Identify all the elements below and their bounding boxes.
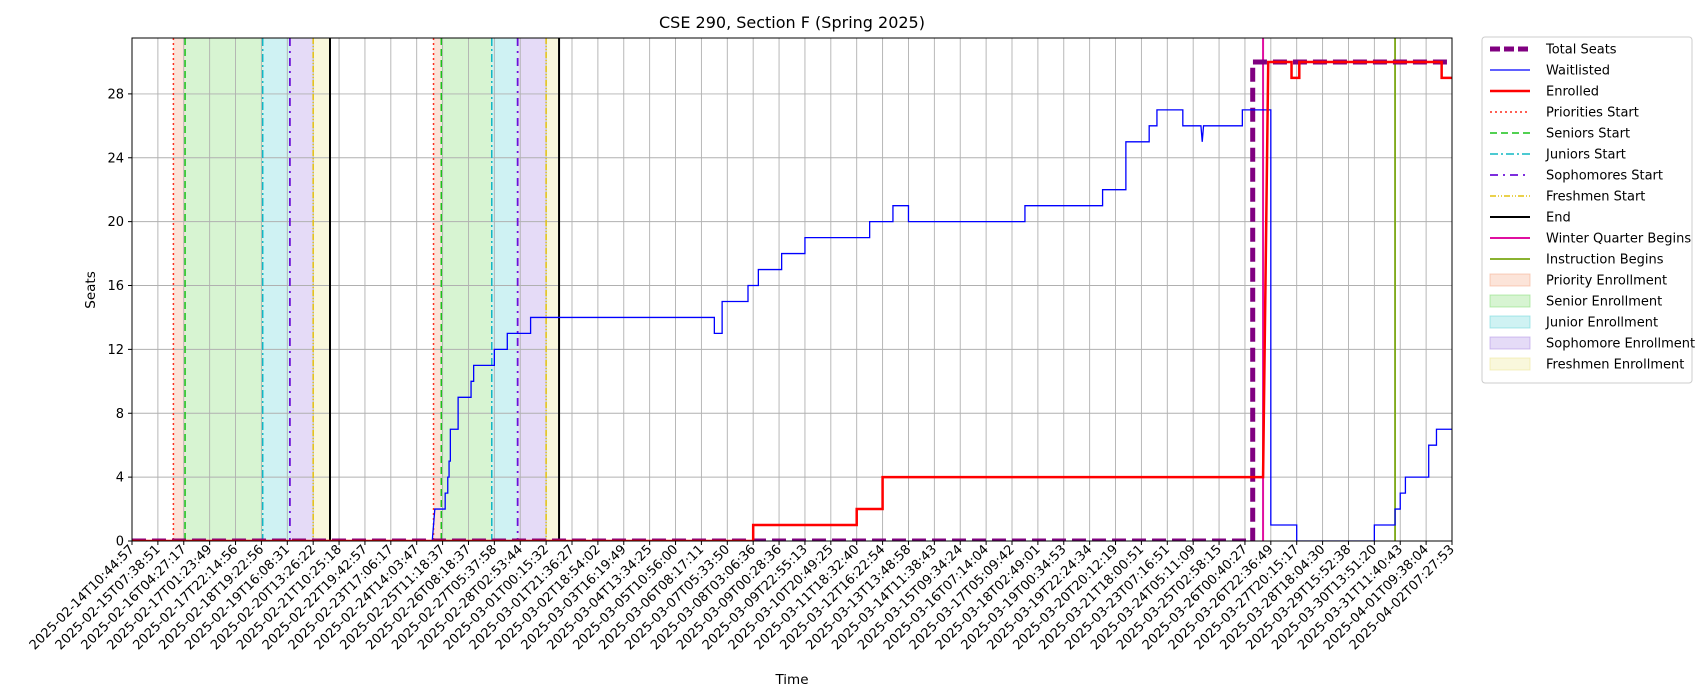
phase-span-3-0 (289, 38, 314, 541)
phase-span-0-0 (173, 38, 186, 541)
chart-title: CSE 290, Section F (Spring 2025) (659, 13, 925, 32)
legend-label-juniors-start: Juniors Start (1545, 148, 1626, 163)
phase-span-2-1 (491, 38, 518, 541)
legend-label-enrolled: Enrolled (1546, 85, 1599, 100)
legend-swatch-senior-enrollment (1489, 294, 1531, 308)
y-tick-label: 20 (107, 215, 124, 230)
legend-swatch-junior-enrollment (1489, 315, 1531, 329)
y-tick-label: 0 (116, 535, 124, 550)
axes-frame (131, 37, 1453, 542)
y-tick-label: 28 (107, 87, 124, 102)
legend-swatch-sophomore-enrollment (1489, 336, 1531, 350)
legend-label-waitlisted: Waitlisted (1546, 64, 1610, 79)
legend-label-priority-enrollment: Priority Enrollment (1546, 274, 1667, 289)
legend-label-sophomore-enrollment: Sophomore Enrollment (1546, 337, 1695, 352)
legend-label-seniors-start: Seniors Start (1546, 127, 1630, 142)
plot-area: 04812162024282025-02-14T10:44:572025-02-… (27, 37, 1458, 653)
legend-label-sophomores-start: Sophomores Start (1546, 169, 1663, 184)
series-enrolled (132, 60, 1452, 541)
legend-swatch-priority-enrollment (1489, 273, 1531, 287)
phase-span-0-1 (433, 38, 442, 541)
phase-span-4-0 (313, 38, 330, 541)
legend-swatch-freshmen-enrollment (1489, 357, 1531, 371)
legend-label-freshmen-enrollment: Freshmen Enrollment (1546, 358, 1684, 373)
legend-label-junior-enrollment: Junior Enrollment (1545, 316, 1658, 331)
series-waitlisted (132, 109, 1452, 541)
legend: Total Seats Waitlisted Enrolled Priorities … (1481, 36, 1695, 384)
legend-label-winter-quarter-begins: Winter Quarter Begins (1546, 232, 1691, 247)
y-tick-label: 24 (107, 151, 124, 166)
legend-box (1481, 36, 1693, 384)
phase-span-2-0 (262, 38, 290, 541)
phase-span-4-1 (546, 38, 560, 541)
legend-label-total-seats: Total Seats (1545, 43, 1617, 58)
x-axis-title: Time (774, 672, 808, 688)
legend-label-priorities-start: Priorities Start (1546, 106, 1639, 121)
phase-span-1-0 (185, 38, 263, 541)
legend-label-senior-enrollment: Senior Enrollment (1546, 295, 1662, 310)
legend-label-end: End (1546, 211, 1571, 226)
y-tick-label: 4 (116, 471, 124, 486)
legend-label-freshmen-start: Freshmen Start (1546, 190, 1645, 205)
y-tick-label: 16 (107, 279, 124, 294)
y-axis-title: Seats (83, 271, 99, 308)
y-tick-label: 8 (116, 407, 124, 422)
y-tick-label: 12 (107, 343, 124, 358)
phase-span-3-1 (517, 38, 547, 541)
legend-label-instruction-begins: Instruction Begins (1546, 253, 1664, 268)
